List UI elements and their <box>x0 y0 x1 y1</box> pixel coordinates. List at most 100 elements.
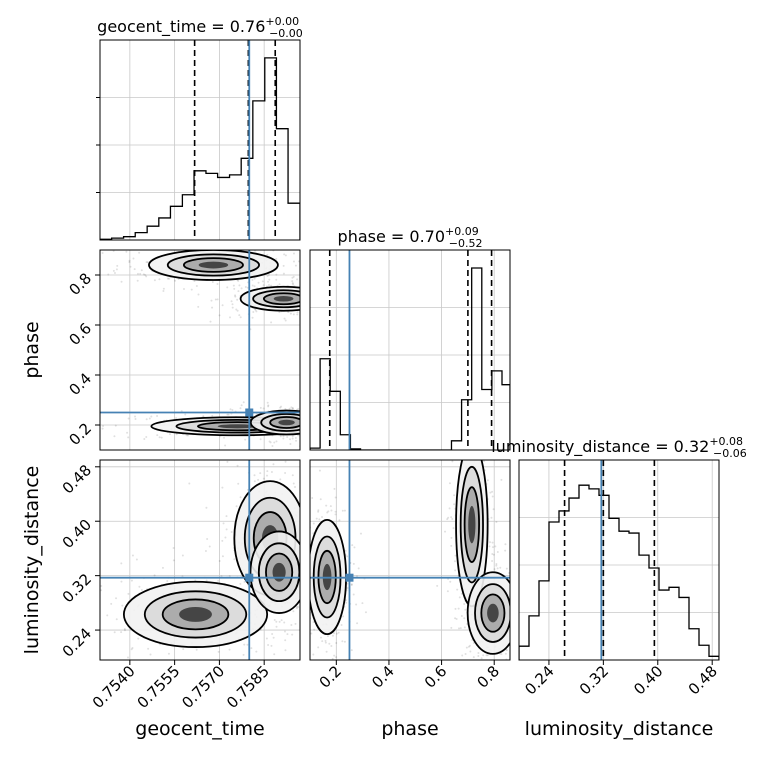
sample-point <box>286 436 289 439</box>
sample-point <box>172 546 175 549</box>
sample-point <box>338 519 341 522</box>
sample-point <box>100 584 103 587</box>
sample-point <box>352 593 355 596</box>
contour-line <box>148 250 279 281</box>
sample-point <box>240 287 243 290</box>
sample-point <box>182 648 185 651</box>
sample-point <box>130 579 133 582</box>
sample-point <box>350 649 353 652</box>
sample-point <box>343 640 346 643</box>
sample-point <box>145 436 148 439</box>
histogram-bin <box>539 581 549 660</box>
sample-point <box>361 602 364 605</box>
sample-point <box>272 463 275 466</box>
sample-point <box>195 284 198 287</box>
histogram-bin <box>619 531 629 660</box>
sample-point <box>448 482 451 485</box>
sample-point <box>341 509 344 512</box>
sample-point <box>294 622 297 625</box>
x-axis-label-phase: phase <box>381 718 438 740</box>
sample-point <box>292 275 295 278</box>
contour-line <box>122 580 269 648</box>
sample-point <box>209 320 212 323</box>
contour-line <box>480 593 506 633</box>
sample-point <box>282 264 285 267</box>
density-level-fill <box>272 562 286 582</box>
sample-point <box>216 282 219 285</box>
sample-point <box>234 294 237 297</box>
sample-point <box>342 615 345 618</box>
sample-point <box>345 601 348 604</box>
sample-point <box>190 288 193 291</box>
histogram-bin <box>218 177 230 240</box>
sample-point <box>121 604 124 607</box>
sample-point <box>270 644 273 647</box>
sample-point <box>491 495 494 498</box>
sample-point <box>221 539 224 542</box>
sample-point <box>250 647 253 650</box>
sample-point <box>483 460 486 463</box>
axes-frame <box>309 459 511 661</box>
sample-point <box>505 567 508 570</box>
sample-point <box>115 268 118 271</box>
sample-point <box>221 555 224 558</box>
sample-point <box>145 418 148 421</box>
sample-point <box>279 478 282 481</box>
contour-line <box>143 590 248 639</box>
histogram-bin <box>135 233 147 240</box>
histogram-bin <box>669 587 679 660</box>
sample-point <box>464 608 467 611</box>
contour-line <box>260 413 300 432</box>
sample-point <box>146 261 149 264</box>
sample-point <box>232 284 235 287</box>
sample-point <box>140 269 143 272</box>
sample-point <box>210 299 213 302</box>
histogram-bin <box>629 533 639 660</box>
sample-point <box>297 605 300 608</box>
sample-point <box>346 555 349 558</box>
sample-point <box>130 648 133 651</box>
sample-point <box>492 508 495 511</box>
sample-point <box>268 278 271 281</box>
histogram-bin <box>549 522 559 660</box>
sample-point <box>238 284 241 287</box>
sample-point <box>113 631 116 634</box>
sample-point <box>142 273 145 276</box>
sample-point <box>321 515 324 518</box>
sample-point <box>226 286 229 289</box>
sample-point <box>113 435 116 438</box>
x-axis-label-geocent_time: geocent_time <box>135 718 264 740</box>
sample-point <box>331 634 334 637</box>
sample-point <box>266 401 269 404</box>
sample-point <box>310 632 313 635</box>
sample-point <box>350 583 353 586</box>
sample-point <box>267 644 270 647</box>
sample-point <box>490 516 493 519</box>
sample-point <box>296 311 299 314</box>
sample-point <box>221 304 224 307</box>
sample-point <box>273 653 276 656</box>
histogram-bin <box>230 175 242 240</box>
sample-point <box>193 279 196 282</box>
sample-point <box>283 317 286 320</box>
sample-point <box>446 590 449 593</box>
sample-point <box>127 436 130 439</box>
sample-point <box>504 543 507 546</box>
sample-point <box>279 435 282 438</box>
sample-point <box>145 261 148 264</box>
sample-point <box>282 437 285 440</box>
sample-point <box>477 655 480 658</box>
sample-point <box>265 637 268 640</box>
sample-point <box>166 579 169 582</box>
sample-point <box>115 618 118 621</box>
sample-point <box>244 285 247 288</box>
sample-point <box>226 460 229 463</box>
histogram-bin <box>194 171 206 240</box>
sample-point <box>100 589 103 592</box>
histogram-bin <box>519 646 529 660</box>
sample-point <box>160 436 163 439</box>
sample-point <box>321 640 324 643</box>
sample-point <box>482 654 485 657</box>
sample-point <box>251 278 254 281</box>
sample-point <box>127 417 130 420</box>
